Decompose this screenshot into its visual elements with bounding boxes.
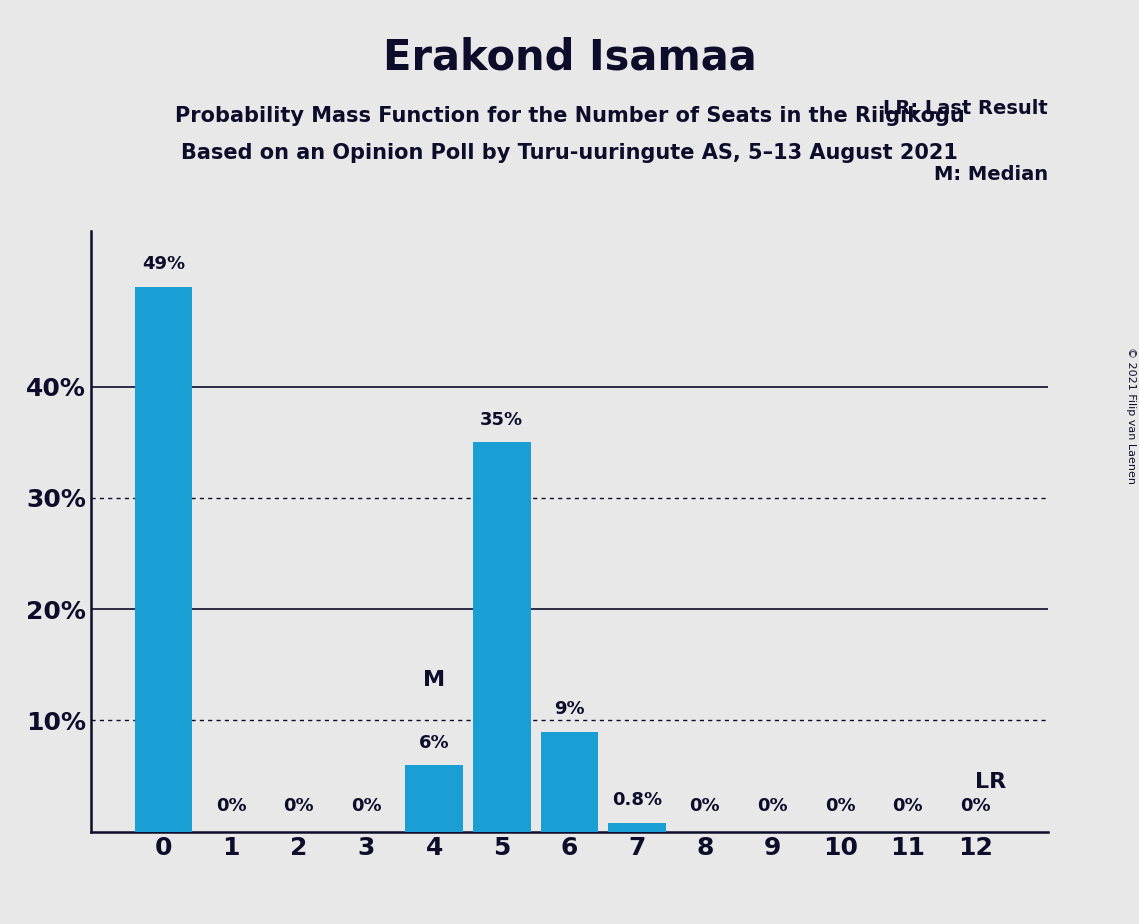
Text: 0%: 0% [825, 796, 855, 815]
Text: 0%: 0% [351, 796, 382, 815]
Bar [608, 822, 666, 832]
Text: M: M [423, 670, 445, 690]
Text: 35%: 35% [481, 411, 524, 429]
Text: 6%: 6% [419, 734, 450, 751]
Bar [473, 443, 531, 832]
Text: M: Median: M: Median [934, 164, 1048, 184]
Text: Based on an Opinion Poll by Turu-uuringute AS, 5–13 August 2021: Based on an Opinion Poll by Turu-uuringu… [181, 143, 958, 164]
Text: LR: LR [975, 772, 1006, 792]
Bar [541, 732, 598, 832]
Text: Probability Mass Function for the Number of Seats in the Riigikogu: Probability Mass Function for the Number… [174, 106, 965, 127]
Text: 0%: 0% [215, 796, 246, 815]
Text: 0.8%: 0.8% [612, 791, 662, 809]
Text: LR: Last Result: LR: Last Result [883, 99, 1048, 118]
Text: 49%: 49% [142, 255, 185, 274]
Text: Erakond Isamaa: Erakond Isamaa [383, 37, 756, 79]
Bar [134, 286, 192, 832]
Bar [405, 765, 462, 832]
Text: © 2021 Filip van Laenen: © 2021 Filip van Laenen [1126, 347, 1136, 484]
Text: 9%: 9% [555, 700, 584, 718]
Text: 0%: 0% [757, 796, 788, 815]
Text: 0%: 0% [689, 796, 720, 815]
Text: 0%: 0% [284, 796, 314, 815]
Text: 0%: 0% [960, 796, 991, 815]
Text: 0%: 0% [893, 796, 924, 815]
